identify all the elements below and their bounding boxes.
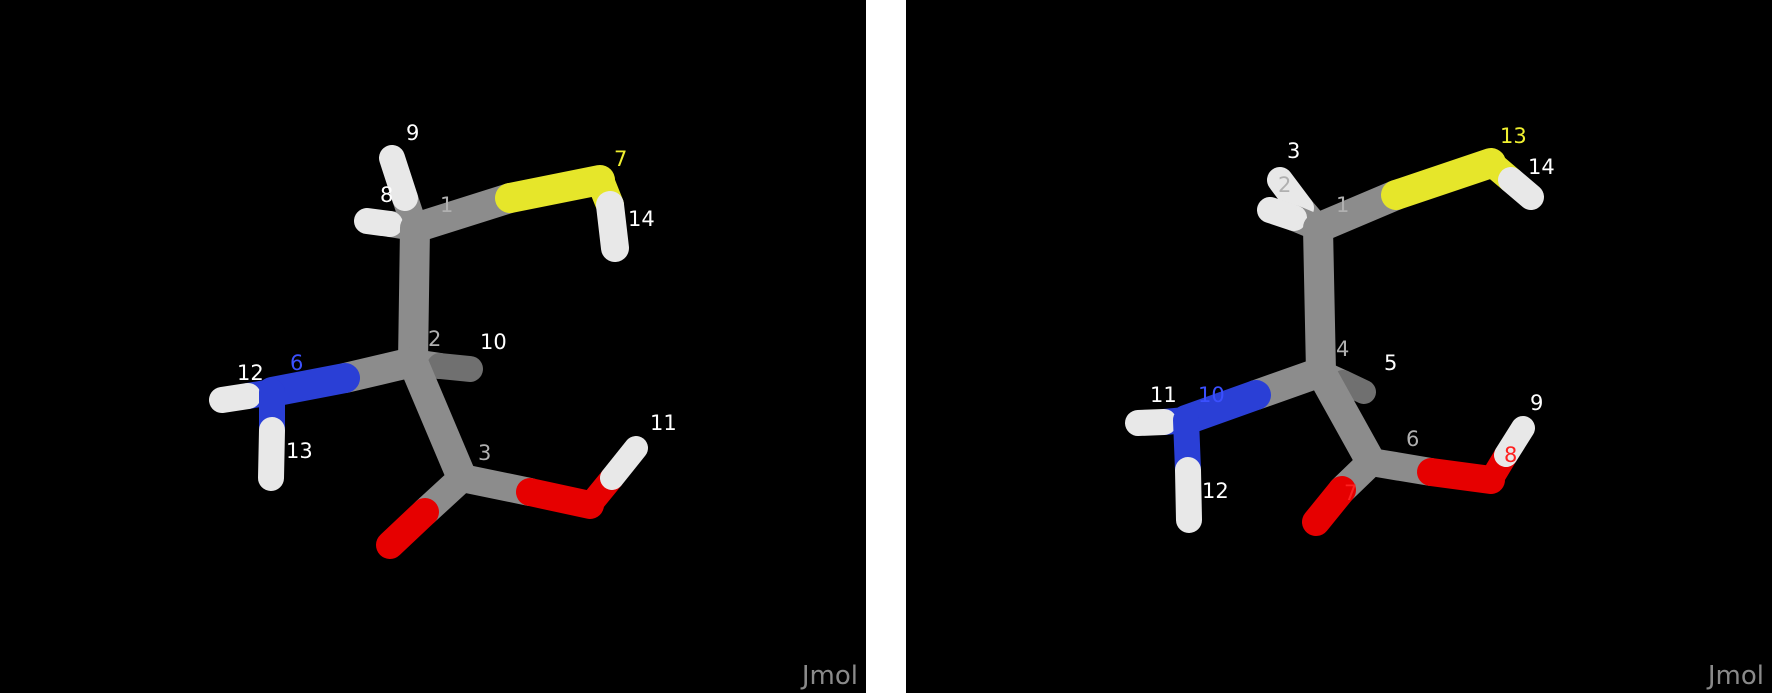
bond (354, 208, 403, 237)
atom-label-hydrogen: 9 (406, 121, 419, 145)
atom-label-carbon: 3 (478, 441, 491, 465)
bond (258, 417, 285, 491)
atom-label-sulfur: 13 (1500, 124, 1527, 148)
molecule-viewer-right[interactable]: 1 2 3 4 5 6 7 8 9 10 11 12 13 14 Jmol (906, 0, 1772, 693)
bond (400, 183, 525, 243)
bond (1302, 476, 1356, 536)
bond (1257, 197, 1307, 231)
molecule-structure-right: 1 2 3 4 5 6 7 8 9 10 11 12 13 14 (1125, 124, 1555, 536)
bond (1331, 370, 1376, 404)
atom-label-nitrogen: 10 (1198, 383, 1225, 407)
bond (379, 145, 418, 211)
bond (398, 213, 430, 377)
molecule-structure-left: 1 2 3 6 7 8 9 10 11 12 13 14 (209, 121, 677, 559)
atom-label-hydrogen: 14 (1528, 155, 1555, 179)
atom-label-carbon: 4 (1336, 337, 1349, 361)
bond (1306, 357, 1386, 477)
bond (600, 436, 648, 490)
bond (1498, 167, 1544, 210)
molecule-viewer-left[interactable]: 1 2 3 6 7 8 9 10 11 12 13 14 Jmol (0, 0, 866, 693)
bond (1303, 213, 1336, 387)
atom-label-carbon: 2 (428, 327, 441, 351)
atom-label-carbon: 1 (1336, 193, 1349, 217)
bond (376, 498, 439, 559)
atom-label-hydrogen: 3 (1287, 139, 1300, 163)
bond (209, 383, 261, 413)
atom-label-hydrogen: 14 (628, 207, 655, 231)
atom-label-hydrogen: 2 (1278, 173, 1291, 197)
atom-label-hydrogen: 10 (480, 330, 507, 354)
bond (1494, 416, 1535, 467)
atom-label-hydrogen: 9 (1530, 391, 1543, 415)
atom-label-nitrogen: 6 (290, 351, 303, 375)
bond (495, 165, 615, 213)
bond (1175, 457, 1202, 533)
atom-label-hydrogen: 12 (1202, 479, 1229, 503)
viewer-watermark: Jmol (1707, 661, 1764, 691)
atom-label-carbon: 6 (1406, 427, 1419, 451)
bond (596, 191, 629, 262)
atom-label-hydrogen: 12 (237, 361, 264, 385)
atom-label-sulfur: 7 (614, 147, 627, 171)
atom-label-hydrogen: 8 (380, 183, 393, 207)
atom-label-hydrogen: 13 (286, 439, 313, 463)
bond (398, 347, 477, 493)
bond (427, 353, 483, 382)
viewer-watermark: Jmol (801, 661, 858, 691)
atom-label-oxygen: 7 (1344, 481, 1357, 505)
bond (1267, 167, 1314, 221)
atom-label-carbon: 1 (440, 193, 453, 217)
bond (1381, 148, 1506, 210)
atom-label-hydrogen: 5 (1384, 351, 1397, 375)
bond (1125, 409, 1177, 436)
atom-label-hydrogen: 11 (1150, 383, 1177, 407)
atom-label-oxygen: 8 (1504, 443, 1517, 467)
atom-label-hydrogen: 11 (650, 411, 677, 435)
